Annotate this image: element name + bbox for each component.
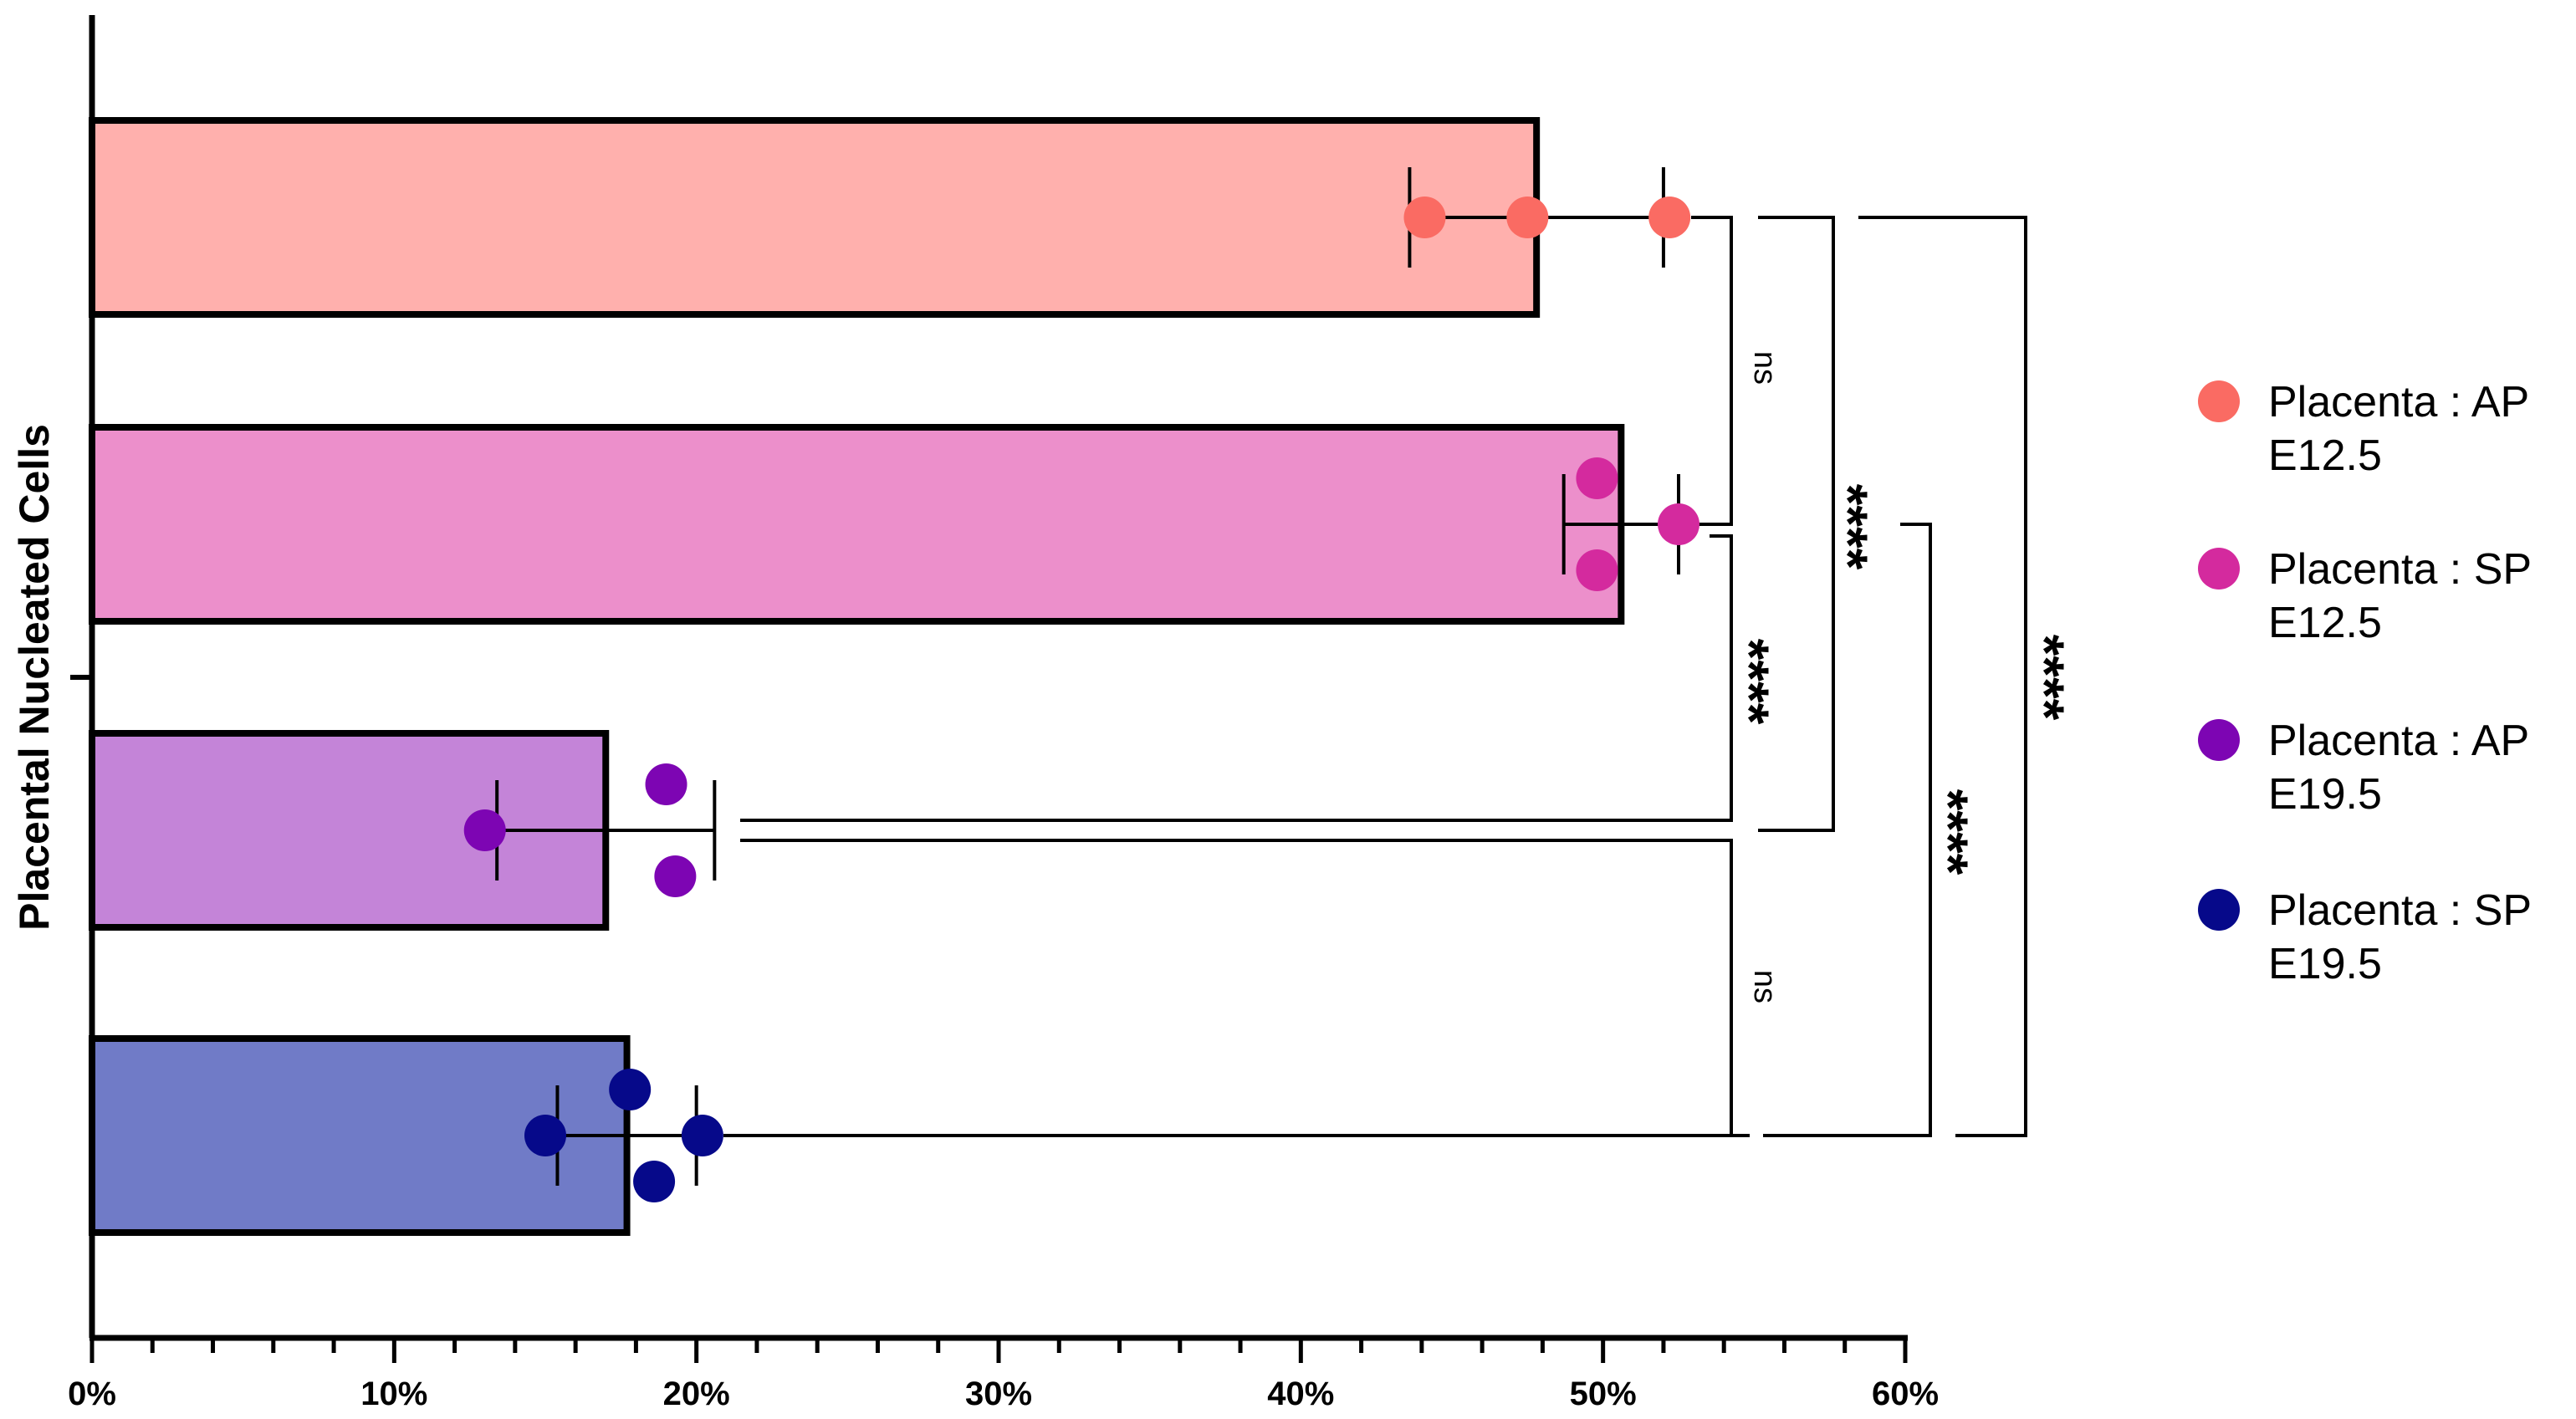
x-tick-label: 0% <box>68 1376 116 1412</box>
bar-1 <box>89 117 1541 318</box>
data-points-layer <box>463 197 1699 1202</box>
bracket-1-3 <box>1758 216 1835 832</box>
data-point-4-3 <box>633 1161 676 1202</box>
significance-label-4: ns <box>1747 970 1782 1003</box>
error-bars-layer <box>495 167 1680 1186</box>
legend-sublabel-4: E19.5 <box>2268 940 2382 988</box>
significance-label-2: **** <box>1719 639 1781 725</box>
bracket-1-4 <box>1858 216 2027 1137</box>
legend-label-3: Placenta : AP <box>2268 717 2529 765</box>
bracket-2-3 <box>740 534 1733 822</box>
legend-marker-3 <box>2198 719 2240 761</box>
x-tick-label: 30% <box>965 1376 1032 1412</box>
data-point-1-2 <box>1506 197 1549 238</box>
x-tick-label: 40% <box>1267 1376 1334 1412</box>
bars-layer <box>89 117 1625 1236</box>
significance-label-3: **** <box>1817 484 1879 570</box>
legend-sublabel-2: E12.5 <box>2268 599 2382 647</box>
significance-label-6: **** <box>2014 635 2076 721</box>
significance-label-5: **** <box>1918 789 1980 875</box>
bracket-2-4 <box>1763 523 1932 1137</box>
axes: 0% 10% 20% 30% 40% 50% 60% <box>68 15 1939 1412</box>
legend: Placenta : AP E12.5 Placenta : SP E12.5 Plac… <box>2198 378 2532 988</box>
legend-label-1: Placenta : AP <box>2268 378 2529 426</box>
significance-brackets: ns **** **** ns **** **** <box>723 216 2076 1137</box>
legend-marker-4 <box>2198 889 2240 931</box>
legend-marker-1 <box>2198 380 2240 422</box>
x-tick-label: 50% <box>1570 1376 1637 1412</box>
data-point-2-3 <box>1658 503 1699 545</box>
data-point-4-1 <box>524 1115 566 1156</box>
bracket-1-2 <box>1691 216 1733 526</box>
data-point-2-1 <box>1576 457 1618 499</box>
x-tick-label: 20% <box>663 1376 730 1412</box>
x-tick-label: 60% <box>1872 1376 1939 1412</box>
significance-label-1: ns <box>1747 351 1782 385</box>
data-point-2-2 <box>1576 549 1618 591</box>
data-point-3-1 <box>463 809 506 851</box>
legend-sublabel-3: E19.5 <box>2268 770 2382 819</box>
data-point-1-1 <box>1403 197 1446 238</box>
bracket-3-4 <box>723 839 1750 1137</box>
data-point-4-2 <box>609 1069 652 1110</box>
data-point-4-4 <box>681 1115 723 1156</box>
legend-label-2: Placenta : SP <box>2268 545 2532 594</box>
data-point-1-3 <box>1648 197 1691 238</box>
bar-2 <box>89 424 1625 625</box>
legend-label-4: Placenta : SP <box>2268 886 2532 935</box>
legend-sublabel-1: E12.5 <box>2268 431 2382 480</box>
data-point-3-2 <box>645 763 687 805</box>
y-axis-label: Placental Nucleated Cells <box>11 424 58 931</box>
legend-marker-2 <box>2198 548 2240 590</box>
data-point-3-3 <box>654 855 697 897</box>
x-tick-label: 10% <box>360 1376 427 1412</box>
